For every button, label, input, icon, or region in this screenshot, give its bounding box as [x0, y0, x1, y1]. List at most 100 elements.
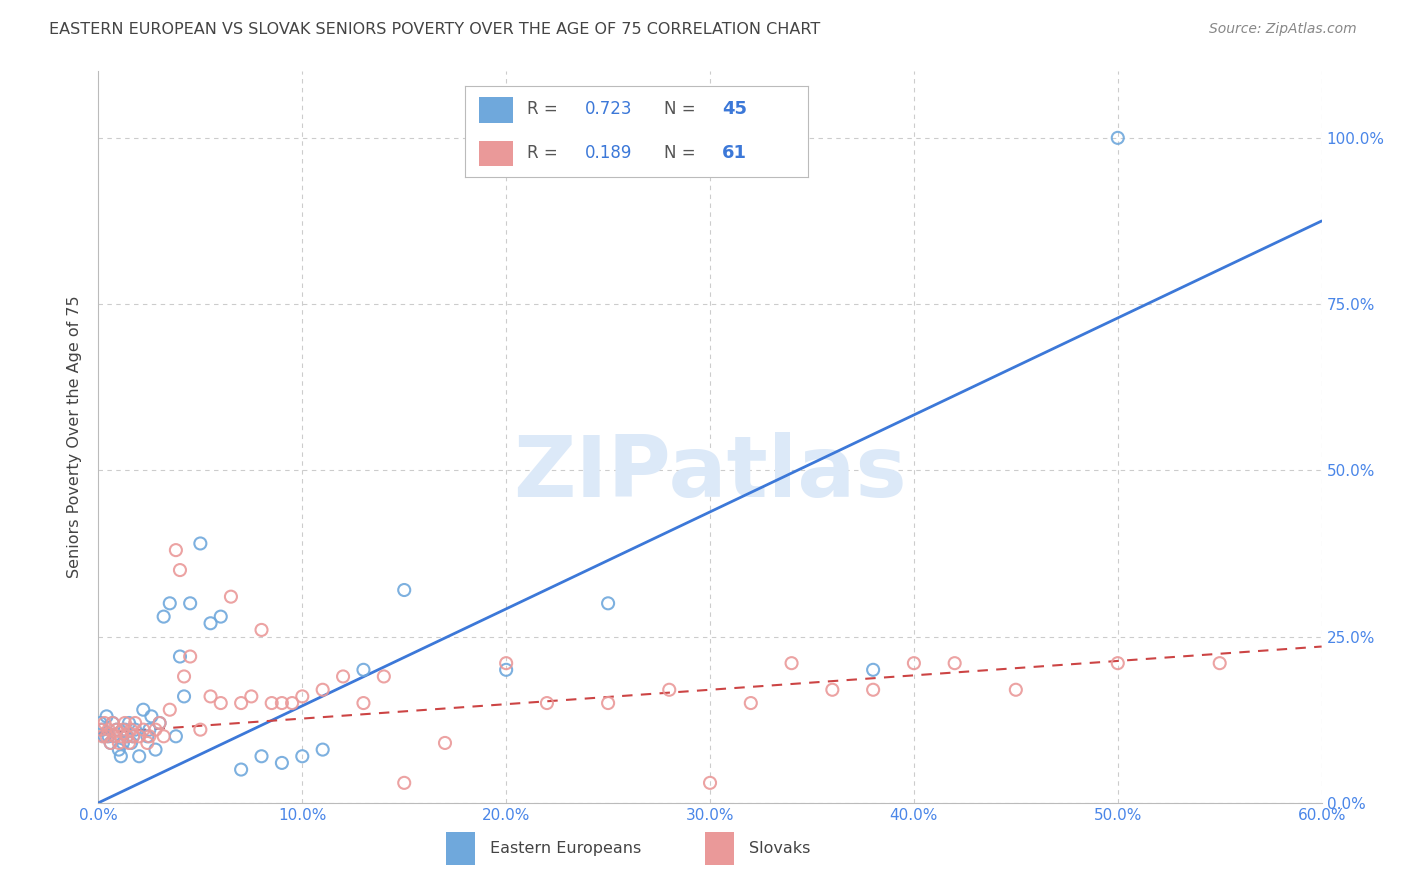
Point	[104, 729, 127, 743]
Point	[122, 729, 145, 743]
Point	[110, 749, 132, 764]
Point	[231, 763, 253, 777]
Point	[145, 723, 167, 737]
Point	[179, 596, 201, 610]
Point	[108, 742, 131, 756]
Point	[1107, 131, 1129, 145]
Point	[152, 729, 174, 743]
Point	[138, 723, 160, 737]
Point	[115, 729, 138, 743]
Point	[115, 729, 138, 743]
Point	[536, 696, 558, 710]
Point	[89, 716, 111, 731]
Point	[281, 696, 304, 710]
Point	[138, 729, 160, 743]
Point	[943, 656, 966, 670]
Point	[108, 736, 131, 750]
Point	[149, 716, 172, 731]
Point	[434, 736, 457, 750]
Point	[169, 649, 191, 664]
Point	[91, 729, 114, 743]
Point	[392, 582, 416, 597]
Point	[169, 563, 191, 577]
Point	[124, 723, 146, 737]
Point	[132, 703, 155, 717]
Point	[114, 716, 136, 731]
Point	[231, 696, 253, 710]
Point	[209, 696, 232, 710]
Point	[373, 669, 395, 683]
Point	[219, 590, 242, 604]
Point	[1209, 656, 1232, 670]
Point	[159, 703, 181, 717]
Point	[598, 596, 620, 610]
Y-axis label: Seniors Poverty Over the Age of 75: Seniors Poverty Over the Age of 75	[67, 296, 83, 578]
Point	[97, 729, 120, 743]
Point	[104, 729, 127, 743]
Point	[903, 656, 925, 670]
Point	[332, 669, 354, 683]
Point	[352, 663, 374, 677]
Point	[105, 723, 128, 737]
Point	[598, 696, 620, 710]
Point	[152, 609, 174, 624]
Point	[250, 749, 273, 764]
Point	[173, 690, 195, 704]
Point	[495, 656, 517, 670]
Point	[100, 736, 122, 750]
Point	[96, 729, 118, 743]
Point	[120, 723, 142, 737]
Point	[110, 729, 132, 743]
Point	[862, 663, 884, 677]
Text: EASTERN EUROPEAN VS SLOVAK SENIORS POVERTY OVER THE AGE OF 75 CORRELATION CHART: EASTERN EUROPEAN VS SLOVAK SENIORS POVER…	[49, 22, 821, 37]
Point	[93, 716, 115, 731]
Point	[105, 723, 128, 737]
Point	[658, 682, 681, 697]
Point	[118, 736, 141, 750]
Point	[312, 742, 335, 756]
Point	[101, 716, 124, 731]
Text: ZIPatlas: ZIPatlas	[513, 432, 907, 516]
Point	[200, 616, 222, 631]
Point	[120, 736, 142, 750]
Point	[821, 682, 844, 697]
Point	[173, 669, 195, 683]
Point	[188, 536, 212, 550]
Point	[699, 776, 721, 790]
Point	[111, 723, 134, 737]
Point	[114, 723, 136, 737]
Point	[136, 729, 159, 743]
Point	[96, 709, 118, 723]
Point	[93, 729, 115, 743]
Point	[270, 696, 294, 710]
Point	[91, 723, 114, 737]
Text: Source: ZipAtlas.com: Source: ZipAtlas.com	[1209, 22, 1357, 37]
Point	[128, 729, 150, 743]
Point	[165, 543, 187, 558]
Point	[780, 656, 803, 670]
Point	[141, 709, 163, 723]
Point	[291, 690, 314, 704]
Point	[118, 716, 141, 731]
Point	[1004, 682, 1026, 697]
Point	[200, 690, 222, 704]
Point	[1107, 656, 1129, 670]
Point	[291, 749, 314, 764]
Point	[122, 729, 145, 743]
Point	[270, 756, 294, 770]
Point	[159, 596, 181, 610]
Point	[260, 696, 283, 710]
Point	[165, 729, 187, 743]
Point	[352, 696, 374, 710]
Point	[740, 696, 762, 710]
Point	[128, 749, 150, 764]
Point	[100, 736, 122, 750]
Point	[862, 682, 884, 697]
Point	[179, 649, 201, 664]
Point	[392, 776, 416, 790]
Point	[124, 716, 146, 731]
Point	[209, 609, 232, 624]
Point	[136, 736, 159, 750]
Point	[97, 723, 120, 737]
Point	[250, 623, 273, 637]
